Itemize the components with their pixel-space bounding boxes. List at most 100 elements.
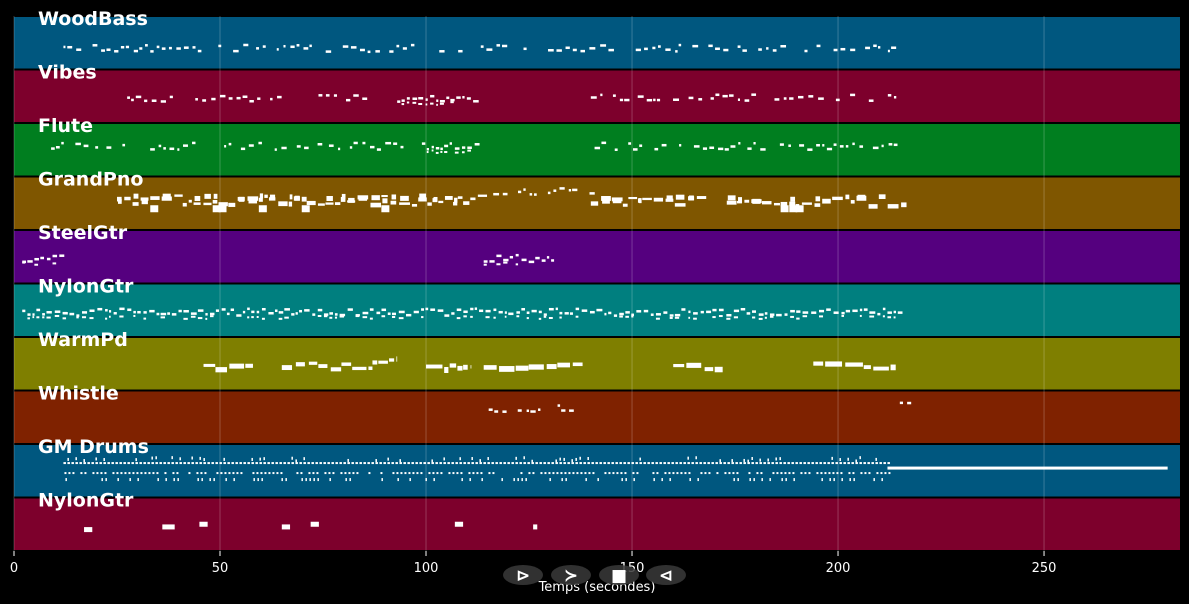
- note: [873, 44, 877, 48]
- note: [594, 146, 601, 150]
- note: [323, 462, 326, 465]
- note: [264, 472, 267, 475]
- note: [199, 462, 202, 465]
- note: [52, 254, 58, 258]
- note: [496, 254, 502, 258]
- note: [521, 478, 523, 482]
- note: [274, 309, 278, 312]
- note: [736, 472, 739, 475]
- note: [875, 457, 877, 461]
- note: [457, 365, 463, 371]
- note: [200, 472, 203, 475]
- note: [156, 45, 160, 49]
- note: [564, 312, 569, 315]
- note: [127, 308, 132, 312]
- note: [661, 478, 663, 482]
- note: [515, 365, 529, 371]
- note: [589, 192, 595, 195]
- note: [398, 310, 405, 314]
- note: [197, 309, 204, 312]
- x-tick-label: 0: [10, 561, 18, 576]
- note: [653, 478, 655, 482]
- note: [345, 98, 351, 102]
- note: [733, 478, 735, 482]
- note: [707, 462, 710, 465]
- note: [233, 49, 239, 53]
- note: [515, 462, 518, 465]
- note: [779, 457, 781, 461]
- note: [752, 198, 761, 204]
- note: [467, 149, 471, 152]
- note: [474, 143, 480, 146]
- note: [535, 462, 538, 465]
- note: [751, 462, 754, 465]
- note: [847, 462, 850, 465]
- note: [706, 310, 712, 314]
- note: [751, 457, 753, 461]
- note: [580, 49, 585, 53]
- note: [295, 312, 298, 315]
- note: [788, 472, 791, 475]
- note: [852, 309, 858, 313]
- note: [219, 94, 226, 98]
- note: [395, 462, 398, 465]
- note: [433, 196, 438, 202]
- note: [40, 256, 45, 260]
- note: [95, 462, 98, 465]
- note: [101, 478, 103, 482]
- note: [637, 95, 644, 98]
- note: [692, 44, 699, 48]
- note: [435, 146, 440, 150]
- note: [329, 478, 331, 482]
- note: [714, 366, 723, 373]
- note: [735, 462, 738, 465]
- track-label: WarmPd: [38, 329, 128, 351]
- note: [669, 314, 674, 317]
- stop-button[interactable]: ■: [599, 565, 639, 586]
- note: [833, 478, 835, 482]
- note: [575, 315, 579, 318]
- note: [119, 315, 124, 318]
- note: [485, 309, 491, 313]
- rewind-button[interactable]: ⊲: [646, 565, 686, 586]
- note: [158, 144, 162, 148]
- note: [463, 315, 467, 318]
- note: [619, 98, 624, 102]
- play-button[interactable]: ⊳: [503, 565, 543, 586]
- track-lane: [14, 17, 1180, 69]
- fast-forward-button[interactable]: ≻: [551, 565, 591, 586]
- note: [461, 146, 466, 149]
- track-label: Vibes: [38, 62, 97, 84]
- note: [608, 48, 614, 52]
- note: [95, 146, 99, 149]
- note: [151, 456, 153, 460]
- note: [693, 145, 700, 148]
- note: [151, 462, 154, 465]
- note: [75, 457, 77, 461]
- note: [251, 310, 255, 314]
- note: [826, 147, 833, 151]
- note: [565, 46, 570, 50]
- note: [723, 462, 726, 465]
- note: [673, 363, 685, 368]
- note: [784, 472, 787, 475]
- note: [833, 311, 839, 314]
- note: [190, 315, 196, 318]
- note: [303, 462, 306, 465]
- note: [850, 200, 855, 204]
- note: [548, 307, 554, 311]
- control-button-bg: [646, 565, 686, 585]
- note: [639, 144, 643, 147]
- note: [191, 456, 193, 460]
- note: [272, 472, 275, 475]
- note: [667, 462, 670, 465]
- note: [431, 149, 434, 152]
- note: [761, 201, 772, 205]
- note: [468, 472, 471, 475]
- note: [179, 457, 181, 461]
- note: [552, 472, 555, 475]
- note: [656, 98, 661, 102]
- note: [205, 317, 208, 320]
- note: [671, 462, 674, 465]
- note: [396, 44, 400, 48]
